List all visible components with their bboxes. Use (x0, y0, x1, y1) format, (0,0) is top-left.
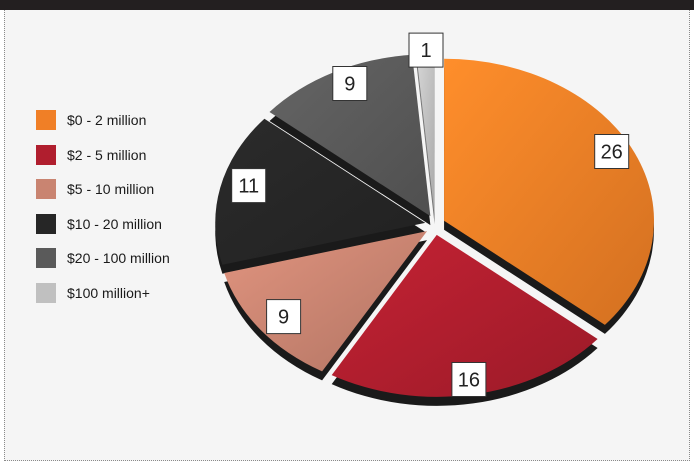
data-label-box (451, 362, 487, 397)
top-rule (0, 0, 694, 10)
data-label-box (231, 168, 267, 204)
legend-swatch (36, 179, 56, 199)
data-label-text: 26 (601, 142, 623, 164)
data-label: 9 (266, 299, 302, 335)
data-label: 1 (408, 32, 444, 68)
data-label-text: 11 (238, 176, 259, 198)
legend-swatch (36, 144, 56, 165)
data-label-text: 16 (458, 370, 480, 392)
legend-swatch (36, 248, 56, 268)
pie-slice (444, 58, 654, 325)
data-label: 11 (231, 168, 267, 204)
data-label-text: 9 (344, 74, 355, 96)
data-label-box (332, 66, 368, 101)
data-label-box (594, 134, 630, 169)
data-label: 9 (332, 66, 368, 101)
pie-slice (269, 54, 431, 217)
data-label: 16 (451, 362, 487, 397)
legend-label: $0 - 2 million (67, 112, 147, 128)
data-label: 26 (594, 134, 630, 169)
legend-swatch (36, 213, 56, 234)
legend-label: $20 - 100 million (67, 250, 170, 266)
data-label-box (266, 299, 302, 335)
legend-label: $5 - 10 million (67, 181, 155, 197)
legend-label: $2 - 5 million (67, 146, 147, 163)
legend-swatch (36, 282, 56, 303)
pie-slice (331, 234, 598, 397)
data-label-text: 1 (420, 40, 431, 62)
legend-label: $10 - 20 million (67, 215, 162, 232)
pie-slice (215, 118, 426, 265)
legend-label: $100 million+ (67, 284, 150, 301)
pie-slice (416, 52, 435, 216)
data-label-box (408, 32, 444, 68)
data-label-text: 9 (278, 307, 289, 329)
pie-slice (224, 231, 428, 372)
legend-swatch (36, 110, 56, 130)
